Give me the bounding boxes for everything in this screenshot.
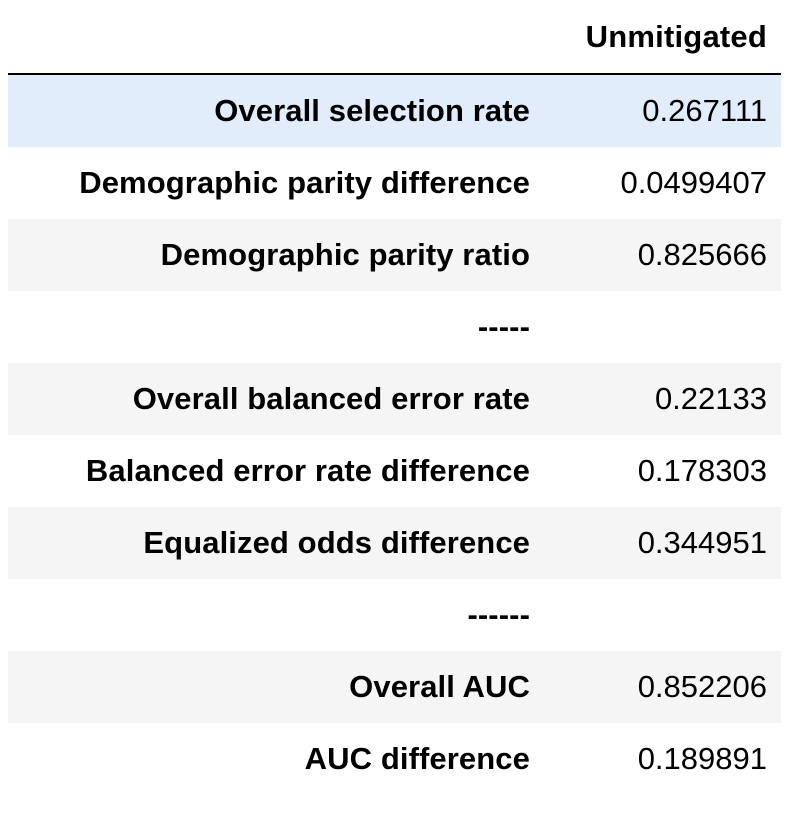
row-value: 0.344951 bbox=[637, 525, 767, 560]
row-value: 0.267111 bbox=[642, 93, 767, 128]
row-value: 0.189891 bbox=[637, 741, 767, 776]
row-label: Overall selection rate bbox=[214, 93, 530, 128]
table-row: Demographic parity ratio 0.825666 bbox=[8, 219, 781, 291]
table-row-separator: ------ bbox=[8, 579, 781, 651]
row-value: 0.852206 bbox=[637, 669, 767, 704]
row-label: Demographic parity difference bbox=[79, 165, 530, 200]
row-label: AUC difference bbox=[304, 741, 530, 776]
table-row: Overall AUC 0.852206 bbox=[8, 651, 781, 723]
row-value: 0.22133 bbox=[654, 381, 767, 416]
table-row[interactable]: Overall selection rate 0.267111 bbox=[8, 75, 781, 147]
row-label: ----- bbox=[477, 309, 530, 344]
table-row: Demographic parity difference 0.0499407 bbox=[8, 147, 781, 219]
row-label: Demographic parity ratio bbox=[160, 237, 530, 272]
table-row: Balanced error rate difference 0.178303 bbox=[8, 435, 781, 507]
table-header-row: Unmitigated bbox=[8, 0, 781, 75]
metrics-table: Unmitigated Overall selection rate 0.267… bbox=[8, 0, 781, 795]
row-value: 0.178303 bbox=[637, 453, 767, 488]
table-row-separator: ----- bbox=[8, 291, 781, 363]
table-row: Equalized odds difference 0.344951 bbox=[8, 507, 781, 579]
row-label: Overall AUC bbox=[349, 669, 530, 704]
column-header-unmitigated: Unmitigated bbox=[585, 19, 767, 54]
row-label: ------ bbox=[467, 597, 530, 632]
row-label: Equalized odds difference bbox=[143, 525, 530, 560]
row-label: Balanced error rate difference bbox=[85, 453, 530, 488]
row-label: Overall balanced error rate bbox=[132, 381, 530, 416]
row-value: 0.0499407 bbox=[620, 165, 767, 200]
row-value: 0.825666 bbox=[637, 237, 767, 272]
table-row: AUC difference 0.189891 bbox=[8, 723, 781, 795]
table-row: Overall balanced error rate 0.22133 bbox=[8, 363, 781, 435]
